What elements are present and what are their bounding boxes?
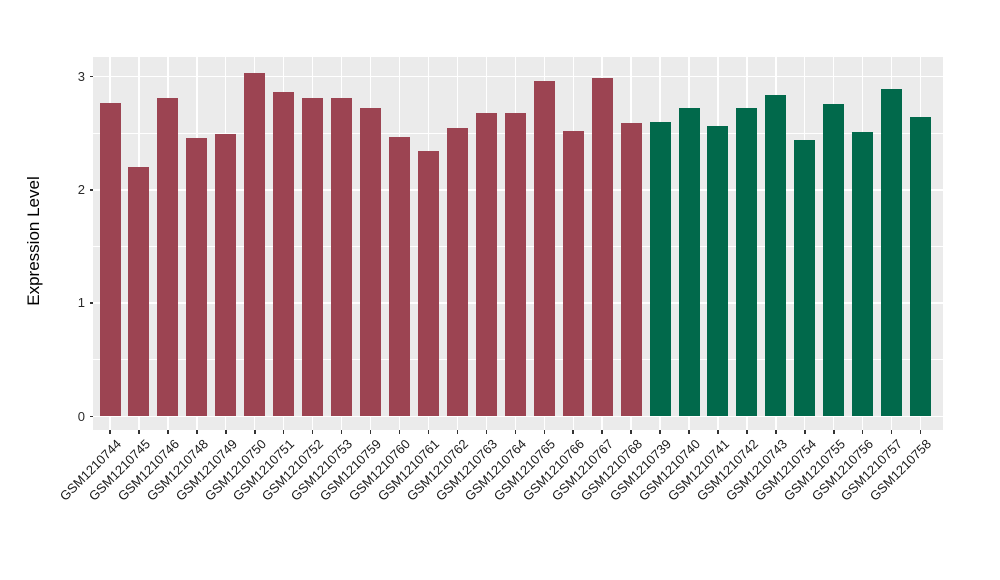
x-axis-tick xyxy=(340,430,343,434)
y-tick-label: 0 xyxy=(77,408,85,424)
x-axis-tick xyxy=(717,430,719,434)
x-axis-tick xyxy=(225,430,227,434)
bar xyxy=(389,136,410,417)
y-axis-tick xyxy=(89,75,93,78)
x-axis-tick xyxy=(514,430,517,434)
bar xyxy=(128,167,150,417)
bar xyxy=(475,112,497,417)
x-axis-tick xyxy=(804,430,806,434)
bar xyxy=(910,117,932,417)
x-axis-tick xyxy=(369,430,372,434)
bar xyxy=(765,94,787,417)
bar xyxy=(620,123,642,417)
x-axis-tick xyxy=(543,430,545,434)
x-axis-tick xyxy=(659,430,661,434)
x-axis-tick xyxy=(282,430,285,434)
x-axis-tick xyxy=(601,430,603,434)
bar xyxy=(823,103,845,417)
bar xyxy=(533,81,555,417)
x-axis-tick xyxy=(861,430,864,434)
y-tick-label: 3 xyxy=(77,68,85,84)
bar xyxy=(852,132,874,417)
y-axis-tick xyxy=(89,189,93,191)
bar xyxy=(591,77,613,417)
bar xyxy=(794,140,816,417)
bar xyxy=(157,98,179,417)
bar xyxy=(649,121,671,417)
bar xyxy=(273,92,295,417)
x-axis-tick xyxy=(109,430,111,434)
x-axis-tick xyxy=(254,430,256,434)
bar xyxy=(417,151,439,417)
x-axis-tick xyxy=(572,430,574,434)
bar xyxy=(678,108,700,417)
gridline-horizontal-major xyxy=(93,415,943,418)
y-axis-tick xyxy=(89,415,93,418)
x-axis-tick xyxy=(775,430,777,434)
y-axis-title: Expression Level xyxy=(24,176,43,306)
bar xyxy=(302,98,324,417)
bar xyxy=(736,108,758,417)
bar xyxy=(881,89,903,417)
bar xyxy=(331,98,353,417)
x-axis-tick xyxy=(398,430,401,434)
x-axis-tick xyxy=(138,430,140,434)
x-axis-tick xyxy=(427,430,430,434)
x-axis-tick xyxy=(833,430,835,434)
bar xyxy=(446,127,468,417)
y-axis-tick xyxy=(89,302,93,304)
bar xyxy=(186,137,208,417)
y-tick-label: 2 xyxy=(77,181,85,197)
bar xyxy=(360,108,382,417)
x-axis-tick xyxy=(167,430,169,434)
bar xyxy=(562,130,584,417)
x-axis-tick xyxy=(688,430,690,434)
x-axis-tick xyxy=(485,430,488,434)
y-tick-label: 1 xyxy=(77,295,85,311)
x-axis-tick xyxy=(746,430,748,434)
x-axis-tick xyxy=(456,430,459,434)
x-axis-tick xyxy=(630,430,632,434)
x-axis-tick xyxy=(919,430,922,434)
bar xyxy=(99,102,121,417)
gridline-horizontal-major xyxy=(93,75,943,78)
x-axis-tick xyxy=(890,430,893,434)
x-axis-tick xyxy=(196,430,198,434)
bar xyxy=(707,126,729,417)
bar xyxy=(244,73,266,417)
x-axis-tick xyxy=(311,430,314,434)
bar xyxy=(504,112,526,417)
bar xyxy=(215,134,237,417)
